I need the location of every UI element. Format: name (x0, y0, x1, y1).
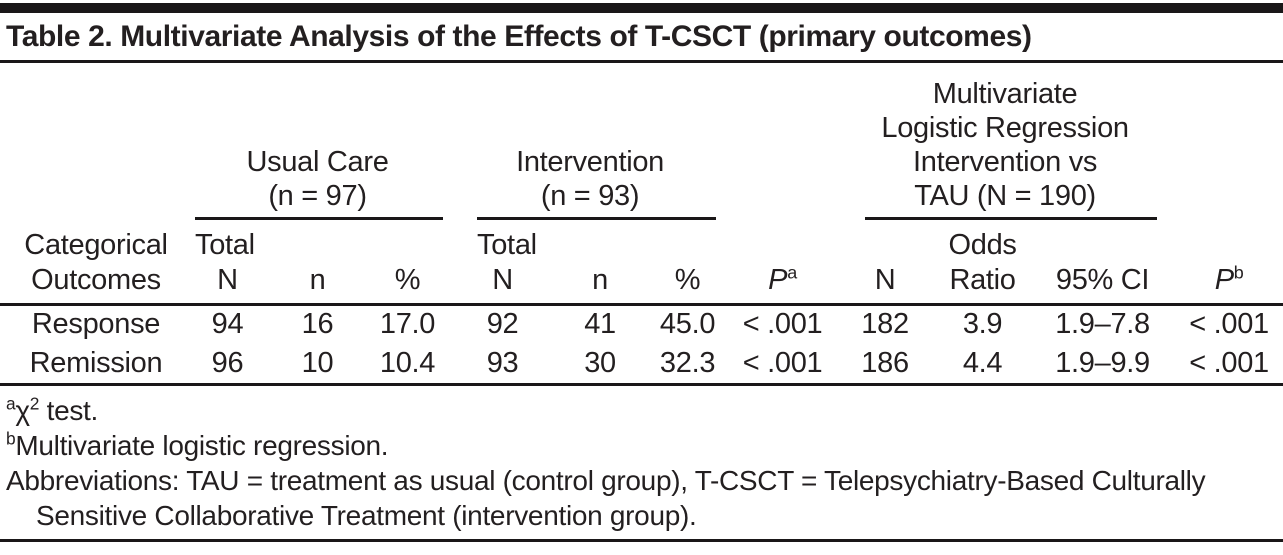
table-cell: 92 (486, 308, 519, 341)
group-underline (195, 217, 444, 220)
table-cell: 1.9–9.9 (1030, 344, 1176, 386)
table-cell: 10 (270, 344, 365, 386)
group-label-line: Logistic Regression (881, 112, 1129, 144)
table-title: Table 2. Multivariate Analysis of the Ef… (0, 13, 1283, 63)
table-cell: 41 (584, 308, 616, 341)
header-line: N (217, 263, 238, 296)
table-cell: 32.3 (645, 344, 731, 386)
table-cell: 93 (450, 344, 556, 386)
col-header-int-pct: % (645, 220, 731, 306)
header-line: Ratio (949, 263, 1016, 296)
group-header-intervention: Intervention (n = 93) (450, 63, 730, 220)
footnote-marker-a: a (6, 393, 16, 414)
spacer-cell (1175, 63, 1283, 220)
footnote-marker-b: b (6, 428, 16, 449)
table-cell: 16 (301, 308, 334, 341)
table-cell: < .001 (1175, 344, 1283, 386)
chi-symbol: χ (15, 394, 30, 426)
column-header-row: Categorical Outcomes Total N n % Total N… (0, 220, 1283, 306)
footnote-text: Multivariate logistic regression. (15, 429, 389, 461)
table-footnotes: aχ2 test. bMultivariate logistic regress… (0, 386, 1283, 533)
col-header-uc-n: n (270, 220, 365, 306)
col-header-categorical-outcomes: Categorical Outcomes (0, 220, 185, 306)
group-header-row: Usual Care (n = 97) Intervention (n = 93… (0, 63, 1283, 220)
group-header-usual-care: Usual Care (n = 97) (185, 63, 450, 220)
col-header-95-ci: 95% CI (1030, 220, 1176, 306)
results-table: Usual Care (n = 97) Intervention (n = 93… (0, 63, 1283, 386)
group-label-line: Intervention vs (913, 146, 1098, 178)
table-cell: 94 (211, 308, 244, 341)
col-header-int-total-n: Total N (450, 220, 556, 306)
group-label-line: (n = 97) (268, 180, 367, 212)
footnote-abbreviations-line1: Abbreviations: TAU = treatment as usual … (6, 464, 1206, 496)
group-label-line: Intervention (516, 146, 665, 178)
bottom-rule (0, 538, 1283, 542)
chi-exponent: 2 (29, 393, 40, 414)
table-cell: < .001 (742, 308, 823, 341)
group-label-line: (n = 93) (540, 180, 640, 212)
header-line: Categorical (24, 228, 168, 261)
footnote-marker-a: a (787, 261, 797, 282)
group-header-multivariate-regression: Multivariate Logistic Regression Interve… (835, 63, 1175, 220)
footnote-marker-b: b (1233, 261, 1244, 282)
p-symbol: P (1214, 263, 1234, 296)
outcome-label: Remission (0, 344, 185, 386)
header-line: Outcomes (31, 263, 161, 296)
header-line: Total (195, 228, 255, 261)
group-label-line: Usual Care (246, 146, 389, 178)
table-cell: 17.0 (379, 308, 436, 341)
col-header-regression-n: N (835, 220, 936, 306)
table-cell: 10.4 (365, 344, 451, 386)
group-label-line: TAU (N = 190) (914, 180, 1096, 212)
col-header-odds-ratio: Odds Ratio (935, 220, 1031, 306)
table-row-response: Response 94 16 17.0 92 41 45.0 < .001 18… (0, 304, 1283, 344)
table-cell: 182 (861, 308, 909, 341)
table-row-remission: Remission 96 10 10.4 93 30 32.3 < .001 1… (0, 344, 1283, 386)
table-cell: 3.9 (962, 308, 1003, 341)
footnote-abbreviations-line2: Sensitive Collaborative Treatment (inter… (36, 499, 697, 531)
group-underline (477, 217, 717, 220)
col-header-uc-total-n: Total N (185, 220, 270, 306)
header-line: Total (477, 228, 537, 261)
col-header-uc-pct: % (365, 220, 451, 306)
table-cell: 1.9–7.8 (1055, 308, 1150, 341)
col-header-p-chi-square: Pa (730, 220, 836, 306)
col-header-p-regression: Pb (1175, 220, 1283, 306)
table-cell: 96 (185, 344, 270, 386)
table-cell: 186 (835, 344, 936, 386)
p-symbol: P (768, 263, 788, 296)
table-cell: 45.0 (659, 308, 716, 341)
header-line: N (492, 263, 513, 296)
col-header-int-n: n (555, 220, 646, 306)
journal-table-page: Table 2. Multivariate Analysis of the Ef… (0, 3, 1283, 555)
footnote-chi-square: aχ2 test. (6, 393, 1277, 428)
table-cell: 30 (555, 344, 646, 386)
group-label-line: Multivariate (932, 78, 1078, 110)
table-cell: 4.4 (935, 344, 1031, 386)
group-underline (865, 217, 1158, 220)
spacer-cell (730, 63, 835, 220)
header-line: Odds (948, 228, 1017, 261)
footnote-text: test. (39, 394, 99, 426)
footnote-regression: bMultivariate logistic regression. (6, 428, 1277, 463)
spacer-cell (0, 63, 185, 220)
table-cell: < .001 (730, 344, 836, 386)
top-heavy-rule (0, 3, 1283, 13)
outcome-label: Response (31, 308, 161, 341)
table-cell: < .001 (1189, 308, 1269, 341)
